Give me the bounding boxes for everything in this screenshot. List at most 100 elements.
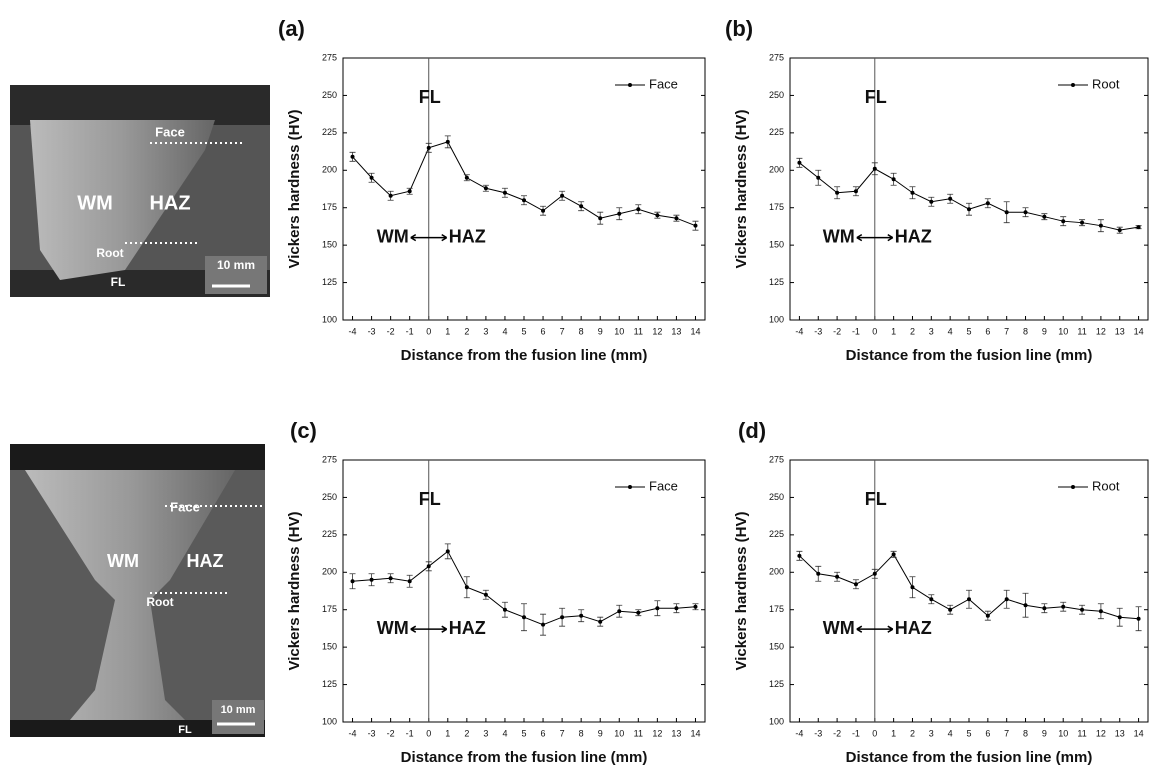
panel-label: (b) <box>725 16 753 41</box>
data-point <box>693 604 698 609</box>
x-tick-label: 0 <box>426 728 431 738</box>
data-point <box>1023 603 1028 608</box>
x-tick-label: 2 <box>910 326 915 336</box>
x-tick-label: 5 <box>966 728 971 738</box>
x-tick-label: 13 <box>1115 728 1125 738</box>
x-tick-label: 5 <box>521 728 526 738</box>
data-point <box>910 585 915 590</box>
plot-frame <box>342 57 706 321</box>
data-point <box>598 216 603 221</box>
data-point <box>636 610 641 615</box>
data-point <box>560 193 565 198</box>
y-tick-label: 100 <box>769 314 784 324</box>
x-tick-label: 0 <box>872 326 877 336</box>
data-point <box>445 139 450 144</box>
annotation: HAZ <box>895 226 932 246</box>
data-point <box>1136 225 1141 230</box>
y-tick-label: 100 <box>322 314 337 324</box>
x-tick-label: 7 <box>1004 728 1009 738</box>
x-tick-label: -2 <box>387 728 395 738</box>
x-tick-label: -2 <box>387 326 395 336</box>
x-tick-label: 13 <box>671 728 681 738</box>
annotation: HAZ <box>449 618 486 638</box>
x-tick-label: 0 <box>872 728 877 738</box>
data-point <box>502 190 507 195</box>
panel-label: (d) <box>738 418 766 443</box>
data-point <box>929 199 934 204</box>
y-tick-label: 125 <box>322 277 337 287</box>
annotation: HAZ <box>449 226 486 246</box>
data-point <box>483 186 488 191</box>
data-point <box>835 190 840 195</box>
data-point <box>1061 219 1066 224</box>
data-point <box>388 193 393 198</box>
x-tick-label: -1 <box>406 728 414 738</box>
x-tick-label: 10 <box>1058 326 1068 336</box>
y-tick-label: 175 <box>769 202 784 212</box>
data-point <box>617 211 622 216</box>
annotation: WM <box>377 618 409 638</box>
x-tick-label: -3 <box>368 728 376 738</box>
micrograph-bottom <box>10 444 265 737</box>
x-tick-label: 4 <box>502 326 507 336</box>
y-tick-label: 100 <box>322 716 337 726</box>
y-tick-label: 225 <box>322 127 337 137</box>
x-tick-label: 8 <box>1023 326 1028 336</box>
micrograph-label: FL <box>111 275 126 289</box>
micrograph-label: 10 mm <box>217 258 255 272</box>
annotation: WM <box>823 226 855 246</box>
x-tick-label: 10 <box>614 326 624 336</box>
panel-label: (c) <box>290 418 317 443</box>
x-tick-label: 10 <box>614 728 624 738</box>
x-tick-label: -4 <box>795 728 803 738</box>
data-point <box>1042 214 1047 219</box>
annotation: FL <box>865 87 887 107</box>
x-tick-label: 4 <box>948 728 953 738</box>
data-point <box>407 579 412 584</box>
x-tick-label: 8 <box>579 326 584 336</box>
micrograph-label: HAZ <box>187 551 224 571</box>
y-tick-label: 175 <box>322 202 337 212</box>
y-tick-label: 175 <box>769 604 784 614</box>
data-point <box>350 154 355 159</box>
annotation: WM <box>823 618 855 638</box>
x-tick-label: 1 <box>891 728 896 738</box>
legend-label: Face <box>649 478 678 493</box>
data-point <box>502 607 507 612</box>
data-point <box>1117 228 1122 233</box>
x-tick-label: 2 <box>464 326 469 336</box>
data-point <box>522 615 526 620</box>
data-point <box>816 175 821 180</box>
x-tick-label: -1 <box>852 326 860 336</box>
x-tick-label: 14 <box>1134 326 1144 336</box>
y-tick-label: 250 <box>322 492 337 502</box>
micrograph-label: Root <box>96 246 123 260</box>
micrograph-label: Face <box>155 124 185 139</box>
annotation-arrow <box>856 625 894 633</box>
x-tick-label: 6 <box>985 326 990 336</box>
x-tick-label: 2 <box>910 728 915 738</box>
micrograph-label: WM <box>77 192 113 214</box>
data-point <box>891 552 896 557</box>
annotation: WM <box>377 226 409 246</box>
x-tick-label: -3 <box>814 326 822 336</box>
x-tick-label: 5 <box>966 326 971 336</box>
data-point <box>464 585 469 590</box>
data-point <box>1061 604 1066 609</box>
x-tick-label: -4 <box>795 326 803 336</box>
data-point <box>1023 210 1028 215</box>
data-point <box>929 597 934 602</box>
y-tick-label: 275 <box>769 52 784 62</box>
y-tick-label: 275 <box>322 454 337 464</box>
x-tick-label: -4 <box>349 728 357 738</box>
legend-label: Root <box>1092 76 1120 91</box>
data-point <box>655 213 660 218</box>
x-tick-label: 11 <box>1077 326 1086 336</box>
data-point <box>674 216 679 221</box>
y-tick-label: 225 <box>769 529 784 539</box>
x-tick-label: 11 <box>634 728 643 738</box>
data-point <box>1117 615 1122 620</box>
